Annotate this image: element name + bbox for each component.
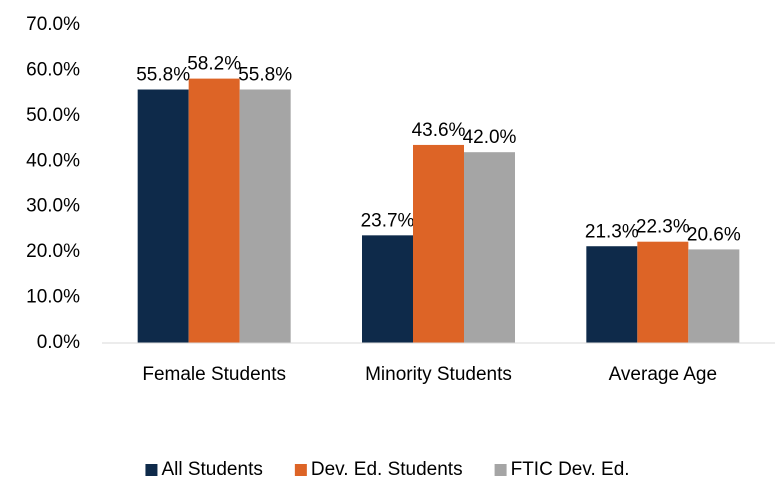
bar [137,89,189,343]
bar [413,144,464,343]
legend-label: All Students [161,459,262,480]
y-tick-label: 20.0% [26,241,80,262]
legend-swatch [145,464,158,476]
data-label: 55.8% [238,65,292,86]
y-tick-label: 30.0% [26,196,80,217]
y-tick-label: 40.0% [26,150,80,171]
x-tick-label: Minority Students [365,364,512,385]
bar [188,78,240,343]
bar [464,152,515,343]
y-tick-label: 10.0% [26,287,80,308]
data-label: 22.3% [636,217,690,238]
x-tick-label: Average Age [609,364,717,385]
data-label: 43.6% [412,120,466,141]
y-tick-label: 60.0% [26,59,80,80]
data-label: 55.8% [136,65,190,86]
bar [637,241,689,343]
y-tick-label: 0.0% [37,332,80,353]
bar [688,249,740,343]
x-tick-label: Female Students [142,364,286,385]
legend-label: FTIC Dev. Ed. [511,459,630,480]
legend-swatch [294,464,307,476]
data-label: 20.6% [687,224,741,245]
bar [586,246,638,343]
y-tick-label: 50.0% [26,105,80,126]
data-label: 58.2% [187,54,241,75]
bar [362,235,413,343]
data-label: 23.7% [361,210,415,231]
bar [239,89,291,343]
data-label: 42.0% [463,127,517,148]
legend-label: Dev. Ed. Students [311,459,463,480]
legend-swatch [494,464,507,476]
data-label: 21.3% [585,221,639,242]
y-tick-label: 70.0% [26,14,80,35]
